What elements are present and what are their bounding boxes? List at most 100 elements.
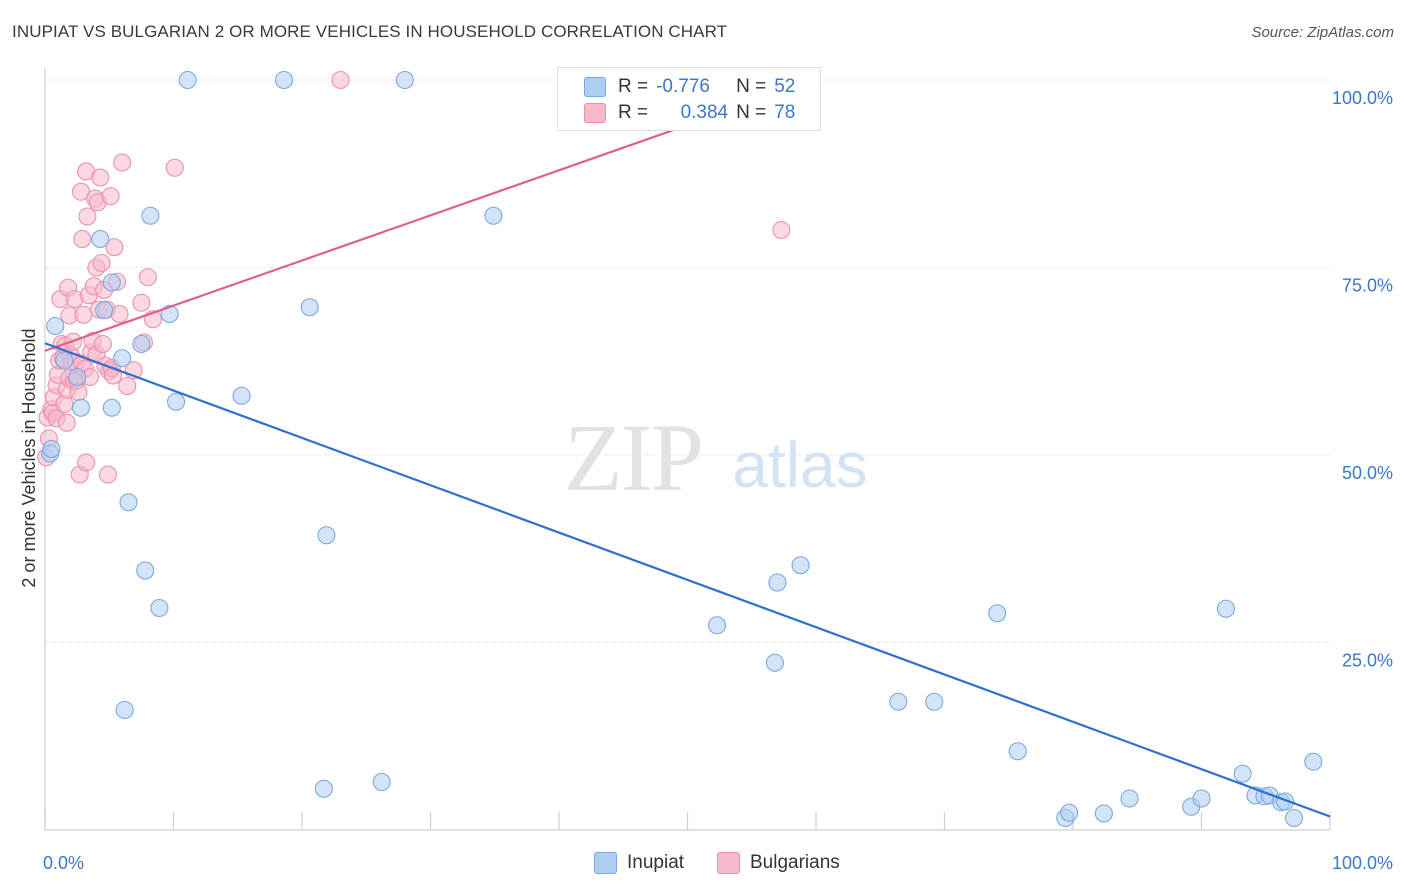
bulgarians-point-31	[73, 229, 92, 249]
inupiat-point-34	[988, 604, 1007, 623]
bulgarians-point-60	[110, 304, 129, 324]
inupiat-point-10	[113, 349, 132, 368]
inupiat-point-6	[91, 229, 110, 249]
chart-title: INUPIAT VS BULGARIAN 2 OR MORE VEHICLES …	[12, 22, 728, 41]
inupiat-point-5	[71, 398, 91, 417]
inupiat-point-7	[95, 301, 114, 320]
x-tick-label-max: 100.0%	[1332, 853, 1393, 873]
correlation-legend: R = -0.776 N = 52 R = 0.384 N = 78	[557, 67, 821, 131]
inupiat-point-17	[160, 304, 179, 324]
inupiat-legend-swatch	[594, 852, 617, 874]
inupiat-point-38	[1094, 804, 1113, 823]
legend-item-bulgarians[interactable]: Bulgarians	[717, 852, 840, 874]
inupiat-point-23	[314, 779, 333, 798]
bulgarians-point-47	[91, 168, 110, 187]
bulgarians-r-value: 0.384	[680, 102, 729, 123]
bulgarians-point-48	[92, 253, 111, 273]
bulgarians-point-61	[113, 153, 132, 172]
bulgarians-swatch	[584, 103, 606, 123]
y-tick-label-50: 50.0%	[1342, 463, 1393, 483]
inupiat-point-37	[1060, 803, 1079, 822]
bulgarians-point-36	[78, 207, 97, 226]
inupiat-point-28	[708, 616, 727, 635]
inupiat-point-8	[102, 273, 121, 292]
bulgarians-point-57	[104, 366, 123, 385]
bulgarians-n-value: 78	[774, 102, 796, 123]
inupiat-trend-line	[44, 342, 1331, 818]
inupiat-point-11	[115, 700, 134, 720]
inupiat-point-4	[68, 367, 87, 387]
bulgarians-point-68	[165, 158, 184, 177]
watermark-atlas: atlas	[732, 429, 867, 501]
bulgarians-point-62	[118, 376, 137, 396]
inupiat-point-29	[765, 653, 784, 672]
bulgarians-point-55	[101, 187, 120, 206]
x-tick-label-min: 0.0%	[43, 853, 84, 873]
inupiat-point-2	[46, 316, 65, 336]
bulgarians-point-49	[93, 334, 112, 354]
inupiat-point-21	[274, 70, 294, 90]
series-legend: Inupiat Bulgarians	[0, 852, 1406, 878]
inupiat-point-42	[1216, 599, 1235, 618]
inupiat-point-13	[132, 334, 151, 354]
inupiat-point-1	[42, 439, 61, 459]
y-tick-label-75: 75.0%	[1342, 276, 1393, 296]
bulgarians-point-70	[772, 220, 791, 240]
inupiat-point-43	[1233, 764, 1252, 783]
inupiat-point-27	[484, 206, 503, 225]
inupiat-point-19	[178, 70, 197, 90]
y-axis-label: 2 or more Vehicles in Household	[19, 328, 39, 587]
inupiat-point-22	[300, 298, 319, 317]
bulgarians-point-53	[98, 465, 118, 484]
legend-row-inupiat: R = -0.776 N = 52	[584, 75, 795, 99]
inupiat-r-label: R =	[618, 76, 649, 97]
bulgarians-point-32	[74, 305, 93, 324]
y-tick-label-25: 25.0%	[1342, 651, 1393, 671]
zipatlas-watermark: ZIP atlas	[564, 404, 868, 511]
bulgarians-point-35	[77, 453, 96, 472]
bulgarians-point-27	[69, 382, 88, 402]
inupiat-point-50	[1304, 752, 1323, 771]
inupiat-point-26	[395, 70, 414, 90]
inupiat-point-3	[55, 351, 74, 370]
bulgarians-point-69	[331, 70, 350, 90]
inupiat-n-value: 52	[774, 76, 796, 97]
source-credit: Source: ZipAtlas.com	[1251, 24, 1394, 41]
inupiat-r-value: -0.776	[656, 76, 710, 97]
inupiat-point-12	[119, 493, 138, 512]
bulgarians-n-label: N =	[736, 102, 767, 123]
inupiat-point-49	[1284, 808, 1304, 828]
y-tick-label-100: 100.0%	[1332, 88, 1393, 108]
inupiat-points	[41, 70, 1323, 828]
inupiat-point-41	[1192, 789, 1211, 808]
bulgarians-point-58	[105, 238, 124, 257]
inupiat-point-15	[141, 206, 160, 225]
inupiat-point-20	[232, 386, 251, 405]
watermark-zip: ZIP	[564, 404, 702, 511]
tick-labels: 25.0% 50.0% 75.0% 100.0% 0.0% 100.0%	[43, 88, 1393, 873]
inupiat-n-label: N =	[736, 76, 767, 97]
inupiat-swatch	[584, 77, 606, 97]
grid-lines	[45, 79, 1330, 643]
inupiat-point-32	[889, 692, 908, 711]
bulgarians-point-66	[138, 268, 157, 287]
bulgarians-legend-swatch	[717, 852, 740, 874]
bulgarians-points	[37, 70, 791, 484]
inupiat-point-24	[317, 526, 336, 545]
inupiat-point-14	[136, 561, 155, 580]
bulgarians-point-15	[57, 413, 76, 432]
inupiat-point-16	[150, 598, 169, 618]
inupiat-legend-label: Inupiat	[627, 852, 685, 873]
inupiat-point-18	[167, 392, 186, 411]
bulgarians-r-label: R =	[618, 102, 649, 123]
inupiat-point-39	[1120, 789, 1139, 808]
inupiat-point-25	[372, 772, 391, 792]
inupiat-point-9	[102, 398, 121, 417]
inupiat-point-35	[1008, 742, 1027, 761]
inupiat-point-30	[768, 573, 787, 592]
legend-item-inupiat[interactable]: Inupiat	[594, 852, 684, 874]
bulgarians-point-64	[132, 293, 151, 312]
inupiat-point-33	[925, 692, 944, 711]
inupiat-point-31	[791, 556, 810, 575]
